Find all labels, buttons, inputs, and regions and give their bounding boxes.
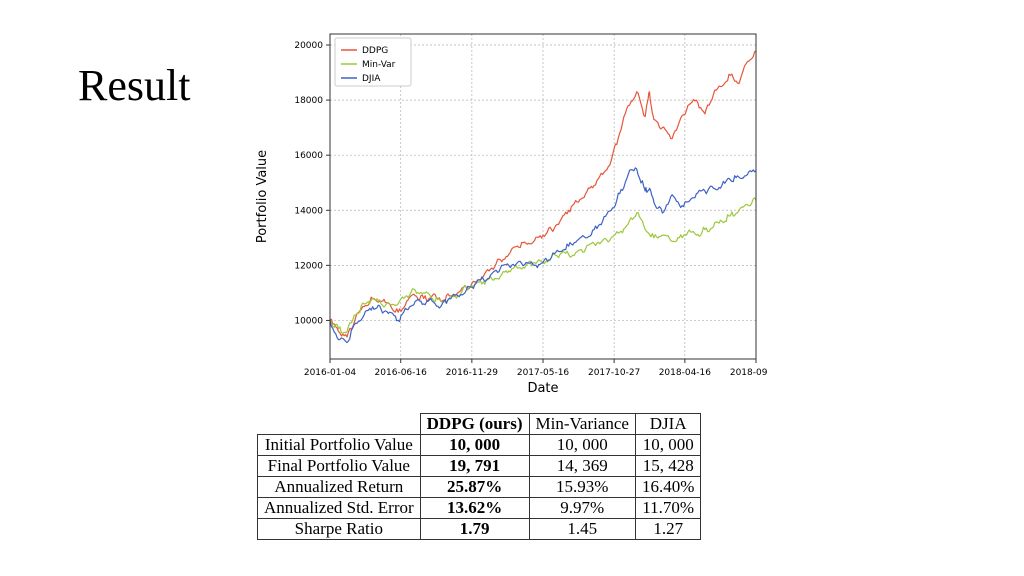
results-table: DDPG (ours) Min-Variance DJIA Initial Po… <box>257 413 702 540</box>
cell-djia: 1.27 <box>634 518 702 540</box>
x-tick-label: 2018-09-28 <box>730 368 768 378</box>
slide-title: Result <box>78 61 191 110</box>
axis-ticks: 2016-01-04 2016-06-16 2016-11-29 2017-05-16… <box>294 41 768 378</box>
chart-legend: DDPG Min-Var DJIA <box>334 37 412 87</box>
cell-min-variance: 15.93% <box>528 476 636 498</box>
row-label: Annualized Return <box>257 476 421 498</box>
table-row: Initial Portfolio Value 10, 000 10, 000 … <box>257 434 702 456</box>
y-tick-label: 10000 <box>294 316 323 326</box>
x-tick-label: 2017-10-27 <box>588 368 640 378</box>
portfolio-value-chart: 2016-01-04 2016-06-16 2016-11-29 2017-05-16… <box>255 33 768 396</box>
table-row: Final Portfolio Value 19, 791 14, 369 15… <box>257 455 702 477</box>
cell-min-variance: 14, 369 <box>528 455 636 477</box>
y-tick-label: 14000 <box>294 206 323 216</box>
table-row: Annualized Std. Error 13.62% 9.97% 11.70… <box>257 497 702 519</box>
cell-ddpg: 10, 000 <box>419 434 530 456</box>
cell-djia: 15, 428 <box>634 455 702 477</box>
cell-min-variance: 1.45 <box>528 518 636 540</box>
y-tick-label: 20000 <box>294 41 323 51</box>
legend-label: DDPG <box>362 46 388 56</box>
row-label: Annualized Std. Error <box>257 497 421 519</box>
cell-min-variance: 10, 000 <box>528 434 636 456</box>
y-tick-label: 12000 <box>294 261 323 271</box>
y-tick-label: 16000 <box>294 151 323 161</box>
x-axis-label: Date <box>527 381 558 396</box>
legend-label: Min-Var <box>362 60 396 70</box>
table-header-ddpg: DDPG (ours) <box>419 413 530 435</box>
x-tick-label: 2016-06-16 <box>375 368 428 378</box>
legend-label: DJIA <box>362 74 381 84</box>
cell-djia: 10, 000 <box>634 434 702 456</box>
cell-ddpg: 19, 791 <box>419 455 530 477</box>
row-label: Sharpe Ratio <box>257 518 421 540</box>
x-tick-label: 2017-05-16 <box>517 368 570 378</box>
y-tick-label: 18000 <box>294 96 323 106</box>
table-row: Sharpe Ratio 1.79 1.45 1.27 <box>257 518 702 540</box>
table-row: Annualized Return 25.87% 15.93% 16.40% <box>257 476 702 498</box>
cell-ddpg: 13.62% <box>419 497 530 519</box>
cell-ddpg: 1.79 <box>419 518 530 540</box>
row-label: Final Portfolio Value <box>257 455 421 477</box>
table-header-row: DDPG (ours) Min-Variance DJIA <box>257 413 702 435</box>
x-tick-label: 2016-11-29 <box>446 368 499 378</box>
table-header-min-variance: Min-Variance <box>528 413 636 435</box>
cell-min-variance: 9.97% <box>528 497 636 519</box>
series-line-ddpg <box>329 50 757 338</box>
series-line-djia <box>329 167 757 344</box>
grid-lines <box>329 34 757 359</box>
series-lines <box>329 50 757 344</box>
y-axis-label: Portfolio Value <box>255 150 270 243</box>
row-label: Initial Portfolio Value <box>257 434 421 456</box>
cell-djia: 11.70% <box>634 497 702 519</box>
cell-ddpg: 25.87% <box>419 476 530 498</box>
x-tick-label: 2016-01-04 <box>304 368 357 378</box>
cell-djia: 16.40% <box>634 476 702 498</box>
table-header-corner <box>257 413 421 435</box>
table-header-djia: DJIA <box>634 413 702 435</box>
x-tick-label: 2018-04-16 <box>659 368 712 378</box>
